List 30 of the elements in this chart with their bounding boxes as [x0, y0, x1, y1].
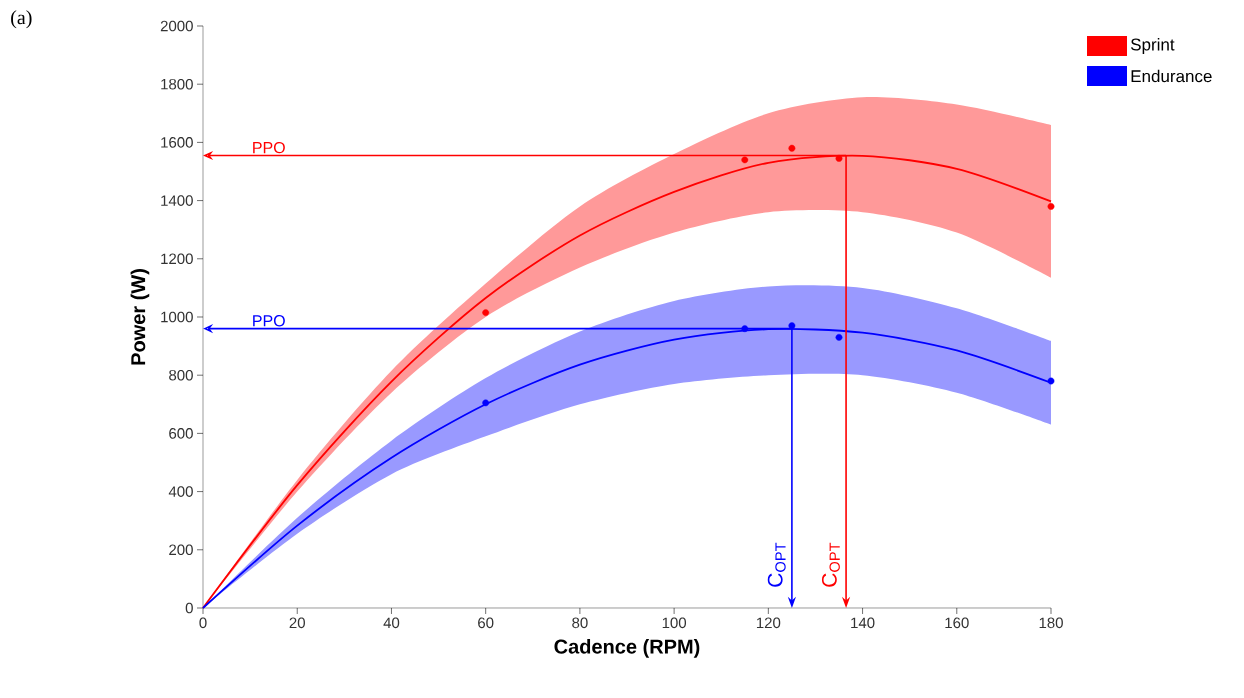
x-axis-title: Cadence (RPM)	[554, 639, 700, 658]
y-tick-label: 400	[168, 486, 193, 497]
y-tick-label: 0	[185, 602, 193, 614]
legend-label: Sprint	[1130, 38, 1175, 54]
y-tick-label: 2000	[160, 20, 193, 32]
x-tick-label: 40	[383, 617, 400, 629]
x-tick-label: 180	[1039, 617, 1063, 629]
ref-line-label: C$_{OPT}$	[821, 542, 840, 587]
x-tick-label: 60	[478, 617, 494, 629]
y-axis-title: Power (W)	[130, 269, 150, 365]
y-tick-label: 1600	[161, 137, 193, 148]
ref-line-label: PPO	[253, 315, 285, 327]
y-tick-label: 1200	[161, 253, 193, 265]
text: (a)	[11, 10, 32, 29]
y-tick-label: 600	[169, 428, 193, 439]
x-tick-label: 160	[945, 617, 969, 629]
ref-line-label: PPO	[253, 141, 285, 154]
x-tick-label: 100	[662, 617, 687, 629]
x-tick-label: 20	[289, 617, 305, 629]
x-tick-label: 80	[572, 617, 588, 629]
y-tick-label: 800	[169, 369, 193, 381]
ref-line-label: C$_{OPT}$	[767, 542, 786, 587]
y-tick-label: 1400	[161, 195, 193, 206]
y-tick-label: 1000	[161, 311, 193, 323]
legend-label: Endurance	[1131, 69, 1212, 83]
x-tick-label: 140	[851, 617, 875, 629]
y-tick-label: 1800	[161, 78, 193, 90]
x-tick-label: 120	[756, 617, 781, 629]
y-tick-label: 200	[169, 544, 193, 556]
x-tick-label: 0	[199, 617, 207, 629]
